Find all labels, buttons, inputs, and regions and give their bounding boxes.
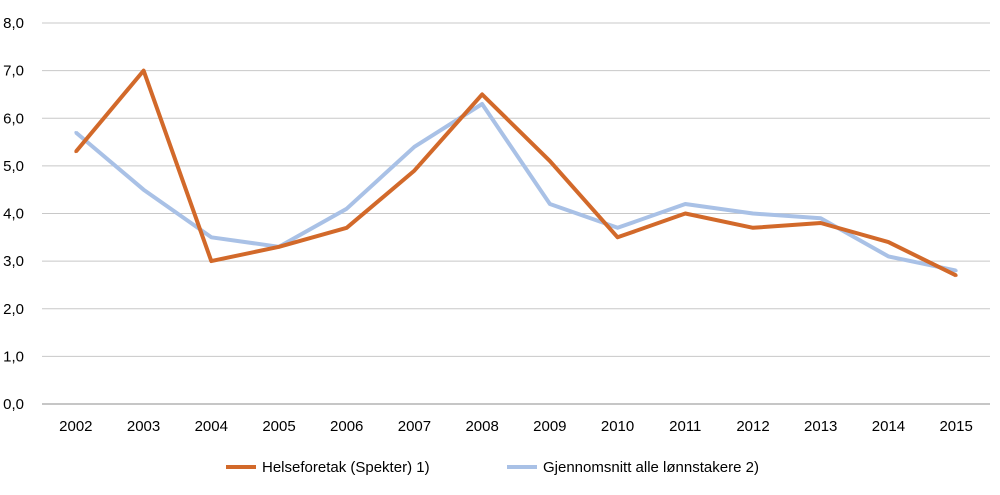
data-point [548,202,552,206]
x-tick-label: 2010 [601,418,634,435]
data-point [209,259,213,263]
data-point [142,69,146,73]
data-point [345,226,349,230]
legend: Helseforetak (Spekter) 1) Gjennomsnitt al… [226,459,759,476]
x-tick-label: 2009 [533,418,566,435]
data-point [819,221,823,225]
legend-label: Helseforetak (Spekter) 1) [262,459,430,476]
x-tick-label: 2002 [59,418,92,435]
data-point [548,159,552,163]
data-point [751,212,755,215]
data-point [954,269,958,273]
x-tick-label: 2013 [804,418,837,435]
x-axis-tick-labels: 2002 2003 2004 2005 2006 2007 2008 2009 2010 2011… [59,418,973,435]
data-point [886,240,890,244]
x-tick-label: 2012 [736,418,769,435]
y-tick-label: 2,0 [3,301,24,318]
y-tick-label: 6,0 [3,110,24,127]
data-point [480,102,484,106]
data-point [751,226,755,230]
legend-label: Gjennomsnitt alle lønnstakere 2) [543,459,759,476]
x-tick-label: 2006 [330,418,363,435]
data-point [954,273,958,277]
series-line-gjennomsnitt [74,102,957,273]
x-tick-label: 2007 [398,418,431,435]
y-tick-label: 1,0 [3,348,24,365]
x-tick-label: 2003 [127,418,160,435]
x-tick-label: 2014 [872,418,905,435]
x-tick-label: 2011 [669,418,701,435]
series-line-helseforetak [74,68,957,278]
data-point [142,188,146,192]
data-point [616,226,620,230]
data-point [277,245,281,249]
x-tick-label: 2015 [939,418,972,435]
x-tick-label: 2008 [465,418,498,435]
data-point [74,131,78,135]
data-point [683,202,687,206]
x-tick-label: 2004 [195,418,228,435]
data-point [683,212,687,215]
y-axis-tick-labels: 0,0 1,0 2,0 3,0 4,0 5,0 6,0 7,0 8,0 [3,15,24,413]
data-point [345,207,349,211]
data-point [209,235,213,239]
data-point [886,254,890,258]
data-point [480,92,484,96]
data-point [412,169,416,173]
y-tick-label: 4,0 [3,206,24,223]
y-tick-label: 0,0 [3,396,24,413]
data-point [412,145,416,149]
y-tick-label: 5,0 [3,158,24,175]
x-tick-label: 2005 [262,418,295,435]
data-point [74,150,78,154]
y-tick-label: 8,0 [3,15,24,32]
y-tick-label: 3,0 [3,253,24,270]
gridlines [42,22,990,405]
data-point [616,235,620,239]
y-tick-label: 7,0 [3,63,24,80]
series-lines [74,68,958,278]
data-point [819,216,823,220]
